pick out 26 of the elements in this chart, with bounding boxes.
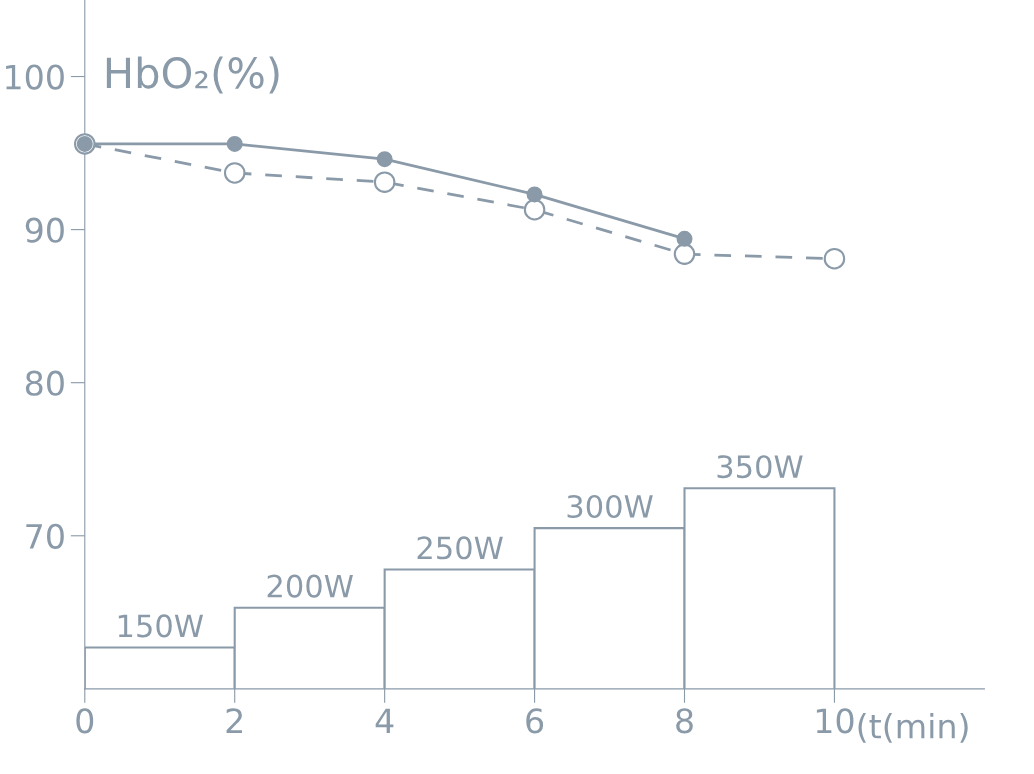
x-tick-label: 8 — [676, 708, 693, 734]
point — [376, 151, 393, 168]
annotation: 200W — [267, 574, 353, 598]
annotation: 150W — [118, 614, 204, 638]
point — [676, 230, 693, 247]
y-tick-label: 90 — [25, 217, 64, 243]
annotation: 350W — [717, 455, 803, 479]
x-tick-label: 2 — [226, 708, 242, 733]
point — [823, 247, 846, 270]
x-tick-label: 10 — [816, 708, 854, 734]
x-axis-title: (t(min) — [858, 712, 968, 743]
point — [526, 186, 543, 203]
y-tick-label: 80 — [25, 370, 64, 396]
point — [673, 243, 696, 265]
annotation: 250W — [417, 536, 503, 560]
x-tick-label: 4 — [375, 708, 394, 733]
y-tick-label: 100 — [6, 64, 64, 90]
point — [226, 135, 243, 152]
point — [223, 162, 246, 184]
y-tick-label: 70 — [26, 523, 64, 549]
y-axis-title: HbO₂(%) — [106, 56, 279, 94]
annotation: 300W — [567, 494, 653, 519]
point — [523, 198, 546, 221]
point — [373, 171, 396, 193]
x-tick-label: 0 — [76, 708, 94, 734]
x-tick-label: 6 — [526, 708, 544, 734]
